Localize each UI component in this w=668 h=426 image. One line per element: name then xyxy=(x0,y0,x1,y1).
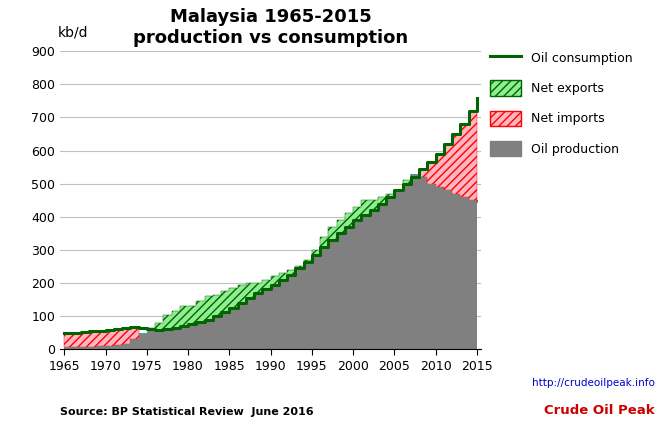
Legend: Oil consumption, Net exports, Net imports, Oil production: Oil consumption, Net exports, Net import… xyxy=(485,45,638,161)
Text: Crude Oil Peak: Crude Oil Peak xyxy=(544,404,655,417)
Text: Source: BP Statistical Review  June 2016: Source: BP Statistical Review June 2016 xyxy=(60,408,314,417)
Text: http://crudeoilpeak.info: http://crudeoilpeak.info xyxy=(532,378,655,388)
Title: Malaysia 1965-2015
production vs consumption: Malaysia 1965-2015 production vs consump… xyxy=(133,8,408,47)
Text: kb/d: kb/d xyxy=(58,25,89,39)
